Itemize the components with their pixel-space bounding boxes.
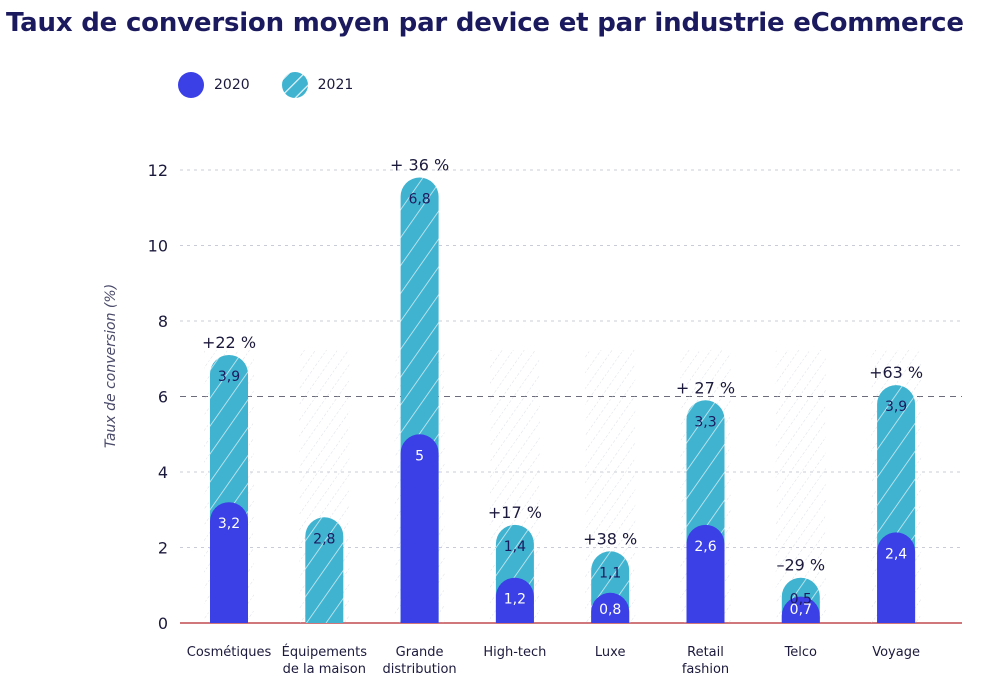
x-tick-label: Cosmétiques [187,645,272,660]
bar-2021 [305,517,344,623]
x-tick-label: Voyage [872,645,920,660]
legend-item-2021: 2021 [281,72,354,98]
legend-item-2020: 2020 [178,72,250,98]
value-label-2020: 0,7 [790,602,812,618]
x-tick-label: Équipements [282,644,368,660]
y-tick-label: 12 [148,161,168,180]
value-label-2020: 3,2 [218,516,240,532]
growth-annotation: +22 % [202,333,256,352]
y-axis-label: Taux de conversion (%) [103,284,119,448]
growth-annotation: +38 % [583,529,637,548]
bar-2020 [686,524,725,623]
value-label-2021: 1,4 [504,539,526,555]
y-tick-label: 6 [158,388,168,407]
growth-annotation: +63 % [869,363,923,382]
y-tick-label: 0 [158,614,168,633]
x-tick-label: fashion [682,662,729,677]
value-label-2021: 3,3 [694,414,716,430]
value-label-2021: 1,1 [599,565,621,581]
value-label-2021: 6,8 [408,192,430,208]
growth-annotation: –29 % [776,556,825,575]
bar-2020 [591,592,630,623]
value-label-2021: 2,8 [313,531,335,547]
legend-label-2020: 2020 [214,77,250,93]
x-tick-label: Telco [784,645,817,660]
x-tick-label: High-tech [483,645,546,660]
growth-annotation: +17 % [488,503,542,522]
value-label-2020: 1,2 [504,592,526,608]
growth-annotation: + 36 % [390,156,449,175]
x-tick-label: distribution [383,662,457,677]
y-tick-label: 2 [158,539,168,558]
x-tick-label: Luxe [595,645,626,660]
legend-swatch-2021 [281,72,308,98]
bar-2020 [495,577,534,623]
value-label-2021: 0,5 [790,592,812,608]
y-tick-label: 4 [158,463,168,482]
value-label-2020: 2,6 [694,539,716,555]
legend-label-2021: 2021 [317,77,354,93]
growth-annotation: + 27 % [676,378,735,397]
legend: 2020 2021 [178,72,385,98]
x-tick-label: Retail [687,645,724,660]
value-label-2020: 0,8 [599,602,621,618]
bar-2020 [210,502,248,623]
bar-background-pattern [775,350,826,623]
chart-title: Taux de conversion moyen par device et p… [6,8,964,38]
x-tick-label: de la maison [283,662,366,677]
y-tick-label: 10 [148,237,168,256]
bar-2020 [877,532,916,623]
value-label-2021: 3,9 [885,399,907,415]
value-label-2021: 3,9 [218,369,240,385]
legend-swatch-2020 [178,72,204,98]
y-tick-label: 8 [158,312,168,331]
bar-2020 [781,596,820,623]
x-tick-label: Grande [396,645,444,660]
value-label-2020: 5 [415,448,424,464]
bar-2020 [400,434,439,623]
value-label-2020: 2,4 [885,546,907,562]
